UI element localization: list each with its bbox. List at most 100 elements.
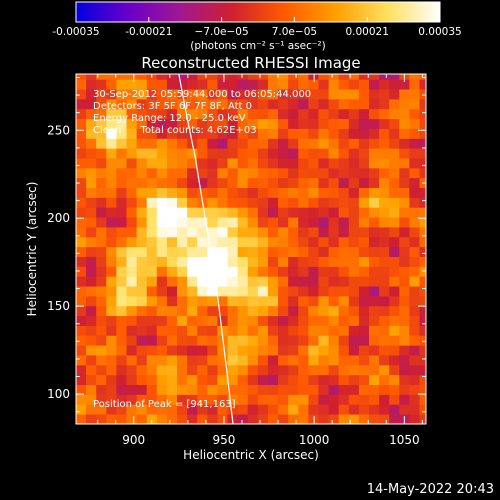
heatmap-cell <box>156 414 168 424</box>
heatmap-cell <box>76 414 87 424</box>
heatmap-cell <box>328 414 340 424</box>
heatmap-cell <box>379 286 390 297</box>
heatmap-cell <box>308 227 319 238</box>
heatmap-cell <box>197 394 208 405</box>
heatmap-cell <box>187 256 198 267</box>
heatmap-cell <box>177 236 188 248</box>
heatmap-cell <box>76 256 87 267</box>
heatmap-cell <box>146 128 158 139</box>
heatmap-cell <box>187 384 198 395</box>
annotation-clean-counts: Clean Total counts: 4.62E+03 <box>93 125 257 136</box>
heatmap-cell <box>126 345 138 356</box>
heatmap-cell <box>430 129 441 139</box>
heatmap-cell <box>217 167 228 179</box>
heatmap-cell <box>156 295 168 307</box>
heatmap-cell <box>207 295 218 307</box>
heatmap-cell <box>166 364 178 376</box>
heatmap-cell <box>328 236 340 248</box>
heatmap-cell <box>318 335 329 346</box>
heatmap-cell <box>86 197 97 208</box>
heatmap-cell <box>146 325 158 336</box>
heatmap-cell <box>166 118 178 129</box>
heatmap-cell <box>207 355 218 366</box>
heatmap-cell <box>389 74 400 80</box>
heatmap-cell <box>328 118 340 129</box>
heatmap-cell <box>227 187 239 198</box>
heatmap-cell <box>116 217 127 228</box>
heatmap-cell <box>257 138 269 149</box>
heatmap-cell <box>227 256 239 267</box>
colorbar-tick-label: 0.00021 <box>345 26 388 38</box>
heatmap-cell <box>146 335 158 346</box>
heatmap-cell <box>318 414 329 424</box>
heatmap-cell <box>288 394 299 405</box>
heatmap-cell <box>278 345 289 356</box>
heatmap-cell <box>217 295 228 307</box>
heatmap-cell <box>348 236 360 248</box>
heatmap-cell <box>257 207 269 218</box>
heatmap-cell <box>358 305 370 317</box>
heatmap-cell <box>136 177 148 189</box>
heatmap-cell <box>430 119 441 129</box>
heatmap-cell <box>399 345 410 356</box>
heatmap-cell <box>156 167 168 179</box>
heatmap-cell <box>288 315 299 326</box>
heatmap-cell <box>257 335 269 346</box>
heatmap-cell <box>430 60 441 70</box>
heatmap-cell <box>298 315 309 326</box>
heatmap-cell <box>86 128 97 139</box>
heatmap-cell <box>106 167 117 179</box>
heatmap-cell <box>328 98 340 110</box>
heatmap-cell <box>379 315 390 326</box>
heatmap-cell <box>166 414 178 424</box>
heatmap-cell <box>217 394 228 405</box>
heatmap-cell <box>379 74 390 80</box>
heatmap-cell <box>76 108 87 120</box>
heatmap-cell <box>379 384 390 395</box>
heatmap-cell <box>298 207 309 218</box>
heatmap-cell <box>106 246 117 257</box>
heatmap-cell <box>318 197 329 208</box>
heatmap-cell <box>227 295 239 307</box>
heatmap-cell <box>267 138 279 149</box>
heatmap-cell <box>86 158 97 169</box>
heatmap-cell <box>136 394 148 405</box>
heatmap-cell <box>166 79 178 90</box>
heatmap-cell <box>409 246 420 257</box>
colorbar-ticks: -0.00035 -0.00021 −7.0e−05 7.0e−05 0.00021 0.… <box>52 17 462 38</box>
heatmap-cell <box>76 394 87 405</box>
heatmap-cell <box>116 148 127 159</box>
heatmap-cell <box>399 197 410 208</box>
heatmap-cell <box>166 187 178 198</box>
heatmap-cell <box>379 197 390 208</box>
heatmap-cell <box>197 404 208 415</box>
heatmap-cell <box>247 295 259 307</box>
heatmap-cell <box>217 236 228 248</box>
heatmap-cell <box>338 374 350 385</box>
heatmap-cell <box>308 286 319 297</box>
heatmap-cell <box>318 74 329 80</box>
heatmap-cell <box>156 98 168 110</box>
heatmap-cell <box>146 266 158 277</box>
heatmap-cell <box>227 118 239 129</box>
colorbar-tick-label: −7.0e−05 <box>195 26 249 38</box>
heatmap-cell <box>136 256 148 267</box>
heatmap-cell <box>106 266 117 277</box>
heatmap-cell <box>298 325 309 336</box>
heatmap-cell <box>399 335 410 346</box>
heatmap-cell <box>409 305 420 317</box>
heatmap-cell <box>86 384 97 395</box>
heatmap-cell <box>76 158 87 169</box>
heatmap-cell <box>217 118 228 129</box>
heatmap-cell <box>368 384 380 395</box>
heatmap-cell <box>278 98 289 110</box>
heatmap-cell <box>257 177 269 189</box>
heatmap-cell <box>278 74 289 80</box>
heatmap-cell <box>430 365 441 375</box>
heatmap-cell <box>217 355 228 366</box>
heatmap-cell <box>166 236 178 248</box>
heatmap-cell <box>237 345 249 356</box>
heatmap-cell <box>409 108 420 120</box>
heatmap-cell <box>298 345 309 356</box>
heatmap-cell <box>267 305 279 317</box>
